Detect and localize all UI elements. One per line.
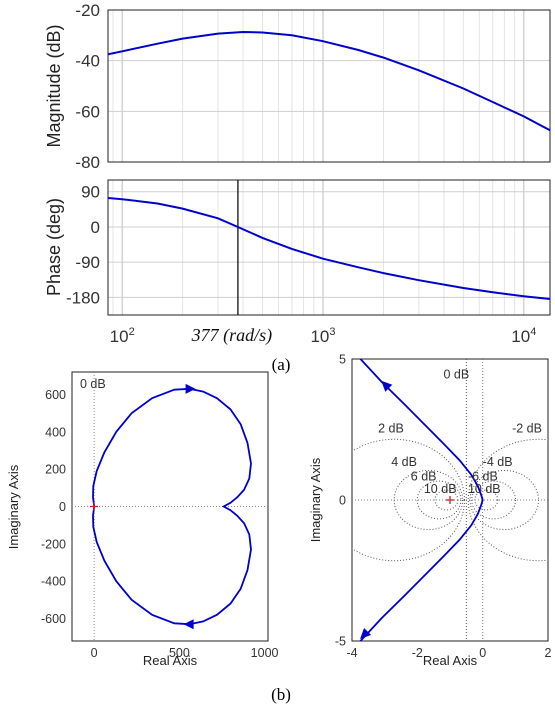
xtick-label: 1000 (251, 646, 279, 660)
nyquist-full-ylabel: Imaginary Axis (6, 464, 21, 549)
phase-ylabel: Phase (deg) (44, 198, 64, 296)
magnitude-curve (108, 30, 550, 132)
m-circle (474, 489, 499, 511)
direction-arrow (381, 380, 393, 392)
phase-grid (108, 180, 550, 315)
magnitude-frame (107, 9, 551, 163)
caption-b: (b) (271, 685, 291, 704)
ytick-label: 600 (45, 388, 66, 402)
nyquist-zoom-xlabel: Real Axis (423, 653, 478, 668)
nyquist-full-panel: 0 500 1000 600 400 200 0 -200 -400 -600 0 dB Real… (6, 371, 279, 668)
m-circle (471, 480, 516, 520)
magnitude-grid (108, 10, 550, 162)
xtick-label: 0 (479, 646, 486, 660)
ytick-label: -400 (41, 575, 66, 589)
phase-frame (107, 179, 551, 316)
m-circle-label: 4 dB (391, 455, 417, 469)
critical-point-zoom (446, 496, 454, 504)
nyquist-zoom-curve (359, 359, 484, 641)
nyquist-full-ticks: 0 500 1000 600 400 200 0 -200 -400 -600 (41, 388, 279, 660)
m-circle-label: 10 dB (424, 482, 457, 496)
m-circle (467, 438, 548, 562)
phase-yticks: 90 0 -90 -180 (66, 183, 100, 308)
ytick-label: -80 (75, 153, 100, 172)
ytick-label: 90 (81, 183, 100, 202)
xtick-label: -2 (412, 646, 423, 660)
nyquist-full-arrows (183, 383, 196, 630)
nyquist-full-xlabel: Real Axis (143, 653, 198, 668)
nyquist-zoom-ylabel: Imaginary Axis (308, 457, 323, 542)
ytick-label: 0 (339, 494, 346, 508)
ytick-label: 5 (339, 353, 346, 367)
xtick-label: 2 (545, 646, 552, 660)
m-circle-label: 10 dB (468, 482, 501, 496)
m-circle-label: 2 dB (378, 421, 404, 435)
ytick-label: -60 (75, 102, 100, 121)
ytick-label: 0 (91, 218, 100, 237)
m-circle (352, 438, 465, 562)
nyquist-full-frame (71, 371, 269, 642)
m-circle-label: 6 dB (411, 469, 437, 483)
caption-a: (a) (272, 355, 291, 374)
ytick-label: -90 (75, 253, 100, 272)
xtick-label: -4 (346, 646, 357, 660)
ytick-label: 400 (45, 425, 66, 439)
nyquist-zoom-arrows (360, 380, 393, 639)
ytick-label: 200 (45, 463, 66, 477)
phase-curve (108, 197, 550, 300)
m-circle-label: -2 dB (512, 421, 542, 435)
m-circle-label: 0 dB (443, 368, 469, 382)
ytick-label: -5 (335, 635, 346, 649)
direction-arrow (360, 627, 372, 639)
nyquist-zoom-ticks: -4 -2 0 2 5 0 -5 (335, 353, 552, 661)
xtick-label: 104 (511, 326, 536, 346)
xtick-label: 102 (110, 326, 135, 346)
ytick-label: -180 (66, 288, 100, 307)
ytick-label: -40 (75, 52, 100, 71)
m-circle-label: -6 dB (468, 469, 498, 483)
direction-arrow (183, 619, 194, 630)
magnitude-yticks: -20 -40 -60 -80 (75, 1, 100, 172)
frequency-annotation: 377 (rad/s) (191, 325, 273, 346)
phase-xticks: 102 103 104 (110, 326, 537, 346)
xtick-label: 0 (91, 646, 98, 660)
xtick-label: 500 (169, 646, 190, 660)
zero-db-label-full: 0 dB (80, 377, 106, 391)
critical-point-full (89, 502, 98, 511)
bode-phase-panel: 90 0 -90 -180 Phase (deg) 102 103 104 377 (ra… (44, 179, 551, 346)
nyquist-full-curve (92, 387, 252, 626)
xtick-label: 103 (310, 326, 335, 346)
direction-arrow (185, 383, 196, 394)
m-circle-label: -4 dB (483, 455, 513, 469)
ytick-label: 0 (59, 500, 66, 514)
ytick-label: -600 (41, 612, 66, 626)
m-circle (393, 469, 464, 531)
ytick-label: -200 (41, 537, 66, 551)
bode-magnitude-panel: -20 -40 -60 -80 Magnitude (dB) (44, 1, 551, 172)
magnitude-ylabel: Magnitude (dB) (44, 24, 64, 147)
ytick-label: -20 (75, 1, 100, 20)
